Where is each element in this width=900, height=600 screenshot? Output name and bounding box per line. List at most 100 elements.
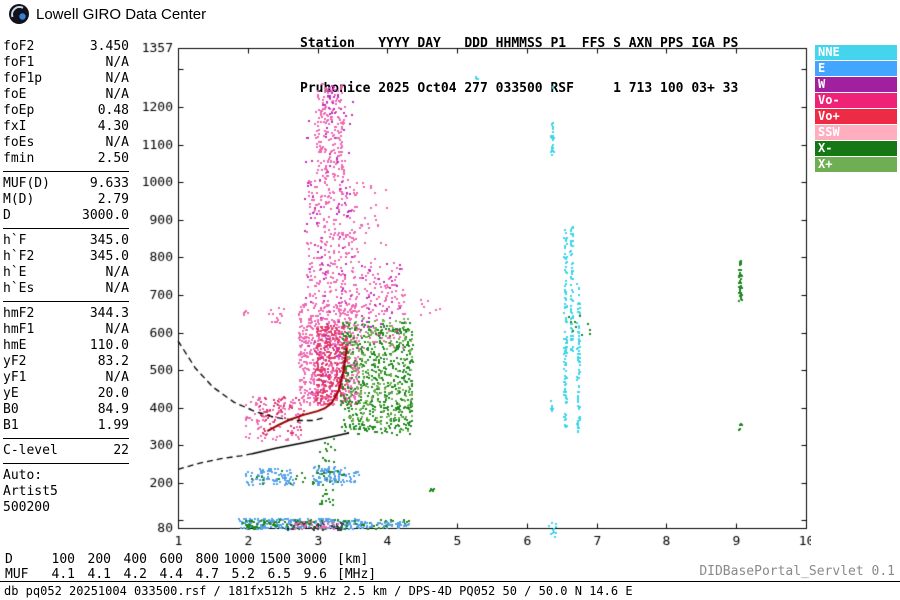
param-value: 0.48 (97, 103, 129, 118)
muf-value: 4.1 (51, 567, 75, 582)
auto-label: Auto: (3, 468, 43, 483)
param-divider (3, 463, 129, 464)
param-label: hmF2 (3, 306, 35, 321)
param-value: 110.0 (89, 338, 129, 353)
param-value: 3.450 (89, 39, 129, 54)
muf-row: MUF 4.1 4.1 4.2 4.4 4.7 5.2 6.5 9.6 [MHz] (5, 567, 376, 582)
param-value: N/A (105, 370, 129, 385)
param-value: N/A (105, 322, 129, 337)
param-label: MUF(D) (3, 176, 50, 191)
param-label: foEp (3, 103, 35, 118)
param-value: 345.0 (89, 249, 129, 264)
param-row: h`E N/A (3, 265, 129, 281)
param-label: h`Es (3, 281, 35, 296)
param-label: M(D) (3, 192, 35, 207)
auto-line: Artist5 (3, 484, 58, 499)
distance-value: 800 (195, 552, 219, 567)
param-divider (3, 438, 129, 439)
distance-value: 100 (51, 552, 75, 567)
muf-value: 4.2 (123, 567, 147, 582)
distance-label: D (5, 552, 13, 567)
legend-item-x: X- (815, 141, 897, 156)
param-value: 20.0 (97, 386, 129, 401)
param-value: N/A (105, 55, 129, 70)
param-row: D 3000.0 (3, 208, 129, 224)
param-label: yF1 (3, 370, 27, 385)
muf-value: 4.7 (195, 567, 219, 582)
param-label: D (3, 208, 11, 223)
param-value: 344.3 (89, 306, 129, 321)
param-label: foE (3, 87, 27, 102)
param-value: N/A (105, 71, 129, 86)
param-label: C-level (3, 443, 58, 458)
param-value: 345.0 (89, 233, 129, 248)
param-label: foEs (3, 135, 35, 150)
param-value: 4.30 (97, 119, 129, 134)
param-row: h`Es N/A (3, 281, 129, 297)
distance-value: 400 (123, 552, 147, 567)
muf-unit: [MHz] (337, 567, 377, 582)
param-row: B0 84.9 (3, 402, 129, 418)
param-row: B1 1.99 (3, 418, 129, 434)
ionogram-plot (135, 38, 811, 550)
servlet-version-label: DIDBasePortal_Servlet 0.1 (699, 564, 895, 579)
param-row: yF1 N/A (3, 370, 129, 386)
muf-value: 9.6 (303, 567, 327, 582)
param-label: yE (3, 386, 19, 401)
param-divider (3, 171, 129, 172)
param-label: h`F (3, 233, 27, 248)
param-row: hmF2 344.3 (3, 306, 129, 322)
distance-value: 200 (87, 552, 111, 567)
app-header: Lowell GIRO Data Center (8, 3, 206, 25)
param-row: foEp 0.48 (3, 103, 129, 119)
muf-value: 5.2 (231, 567, 255, 582)
param-row: fxI 4.30 (3, 119, 129, 135)
param-row: M(D) 2.79 (3, 192, 129, 208)
legend-item-vo: Vo- (815, 93, 897, 108)
file-status-line: db pq052 20251004 033500.rsf / 181fx512h… (4, 584, 633, 598)
param-row: hmF1 N/A (3, 322, 129, 338)
param-label: hmF1 (3, 322, 35, 337)
param-row: yF2 83.2 (3, 354, 129, 370)
param-value: 9.633 (89, 176, 129, 191)
param-value: 84.9 (97, 402, 129, 417)
auto-lines: Artist5 500200 (3, 484, 129, 515)
param-label: B0 (3, 402, 19, 417)
legend-item-nne: NNE (815, 45, 897, 60)
param-row: foF2 3.450 (3, 39, 129, 55)
legend-item-x: X+ (815, 157, 897, 172)
distance-value: 3000 (295, 552, 327, 567)
param-value: N/A (105, 281, 129, 296)
parameter-groups: foF2 3.450 foF1 N/A foF1p N/A foE N/A foEp 0.48 fx… (3, 39, 129, 464)
muf-value: 4.1 (87, 567, 111, 582)
param-label: hmE (3, 338, 27, 353)
param-value: N/A (105, 265, 129, 280)
distance-value: 600 (159, 552, 183, 567)
param-label: foF2 (3, 39, 35, 54)
legend-item-vo: Vo+ (815, 109, 897, 124)
param-row: fmin 2.50 (3, 151, 129, 167)
param-divider (3, 228, 129, 229)
distance-value: 1000 (223, 552, 255, 567)
param-value: 2.50 (97, 151, 129, 166)
param-row: foEs N/A (3, 135, 129, 151)
param-label: yF2 (3, 354, 27, 369)
param-label: foF1 (3, 55, 35, 70)
muf-value: 6.5 (267, 567, 291, 582)
param-label: B1 (3, 418, 19, 433)
muf-value: 4.4 (159, 567, 183, 582)
muf-label: MUF (5, 567, 29, 582)
legend-item-ssw: SSW (815, 125, 897, 140)
param-value: N/A (105, 135, 129, 150)
legend-item-e: E (815, 61, 897, 76)
param-value: N/A (105, 87, 129, 102)
giro-logo (9, 4, 29, 24)
param-label: h`F2 (3, 249, 35, 264)
param-value: 2.79 (97, 192, 129, 207)
echo-type-legend: NNE E W Vo- Vo+ SSW X- X+ (815, 45, 897, 173)
legend-item-w: W (815, 77, 897, 92)
param-value: 22 (113, 443, 129, 458)
param-label: foF1p (3, 71, 43, 86)
param-row: foF1 N/A (3, 55, 129, 71)
auto-scaling-block: Auto: Artist5 500200 (3, 468, 129, 515)
